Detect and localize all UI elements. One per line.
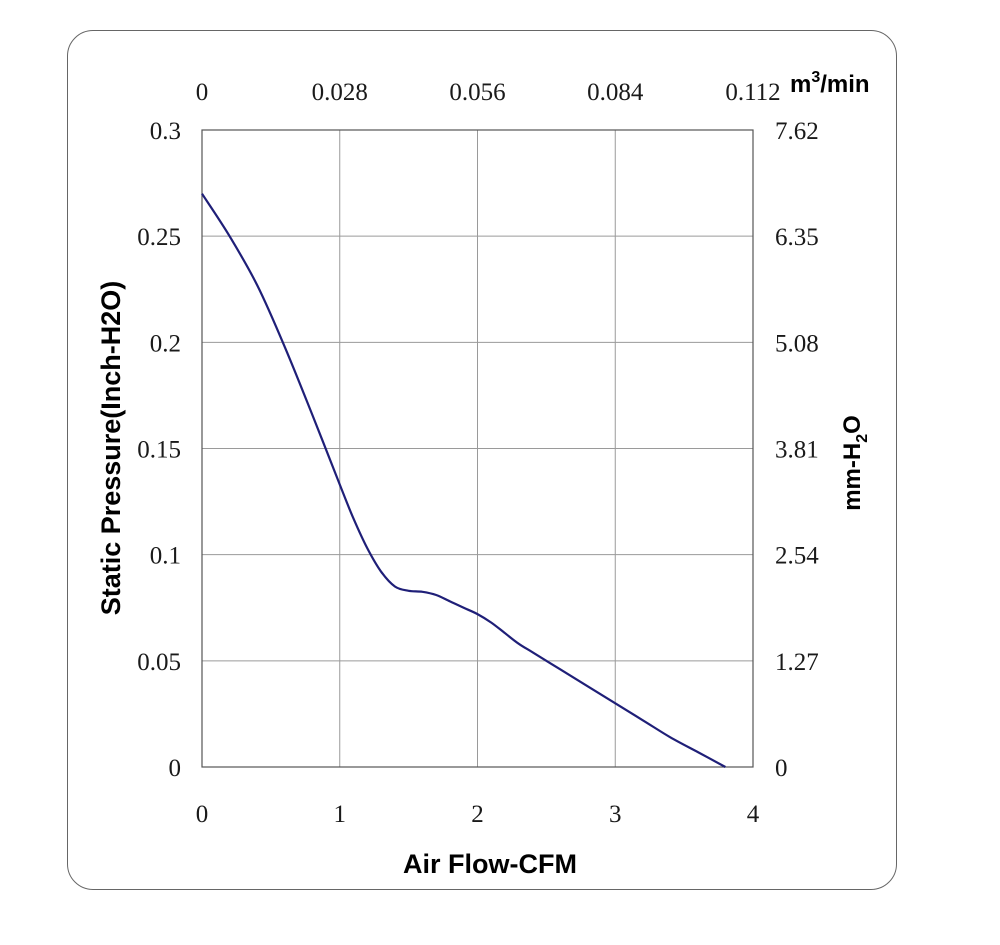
x-tick-label: 0 [196,801,209,828]
tick-labels: 0 1 2 3 40 0.028 0.056 0.084 0.11200.050.10.150.… [137,79,819,828]
y-tick-label: 0.25 [137,224,181,251]
y-tick-label: 0.05 [137,649,181,676]
pressure-curve [201,193,726,768]
y-tick-label: 0 [169,755,182,782]
right-tick-label: 0 [775,755,788,782]
y-tick-label: 0.15 [137,437,181,464]
y-tick-label: 0.3 [150,118,181,145]
x-tick-label: 1 [334,801,347,828]
right-tick-label: 1.27 [775,649,819,676]
grid-lines [202,130,753,767]
top-tick-label: 0 [196,79,209,106]
right-tick-label: 2.54 [775,543,819,570]
top-tick-label: 0.084 [587,79,644,106]
right-axis-label: mm-H2O [839,415,871,511]
x-tick-label: 4 [747,801,760,828]
chart-frame [67,30,897,890]
top-tick-label: 0.056 [449,79,505,106]
plot-area [201,129,754,768]
x-axis-label: Air Flow-CFM [403,849,577,879]
right-tick-label: 7.62 [775,118,819,145]
y-axis-label: Static Pressure(Inch-H2O) [96,281,126,616]
x-tick-label: 3 [609,801,622,828]
right-tick-label: 3.81 [775,437,819,464]
top-tick-label: 0.112 [725,79,780,106]
y-tick-label: 0.2 [150,330,181,357]
y-tick-label: 0.1 [150,543,181,570]
right-tick-label: 6.35 [775,224,819,251]
top-tick-label: 0.028 [312,79,368,106]
top-axis-unit: m3/min [790,69,870,98]
x-tick-label: 2 [471,801,484,828]
right-tick-label: 5.08 [775,330,819,357]
